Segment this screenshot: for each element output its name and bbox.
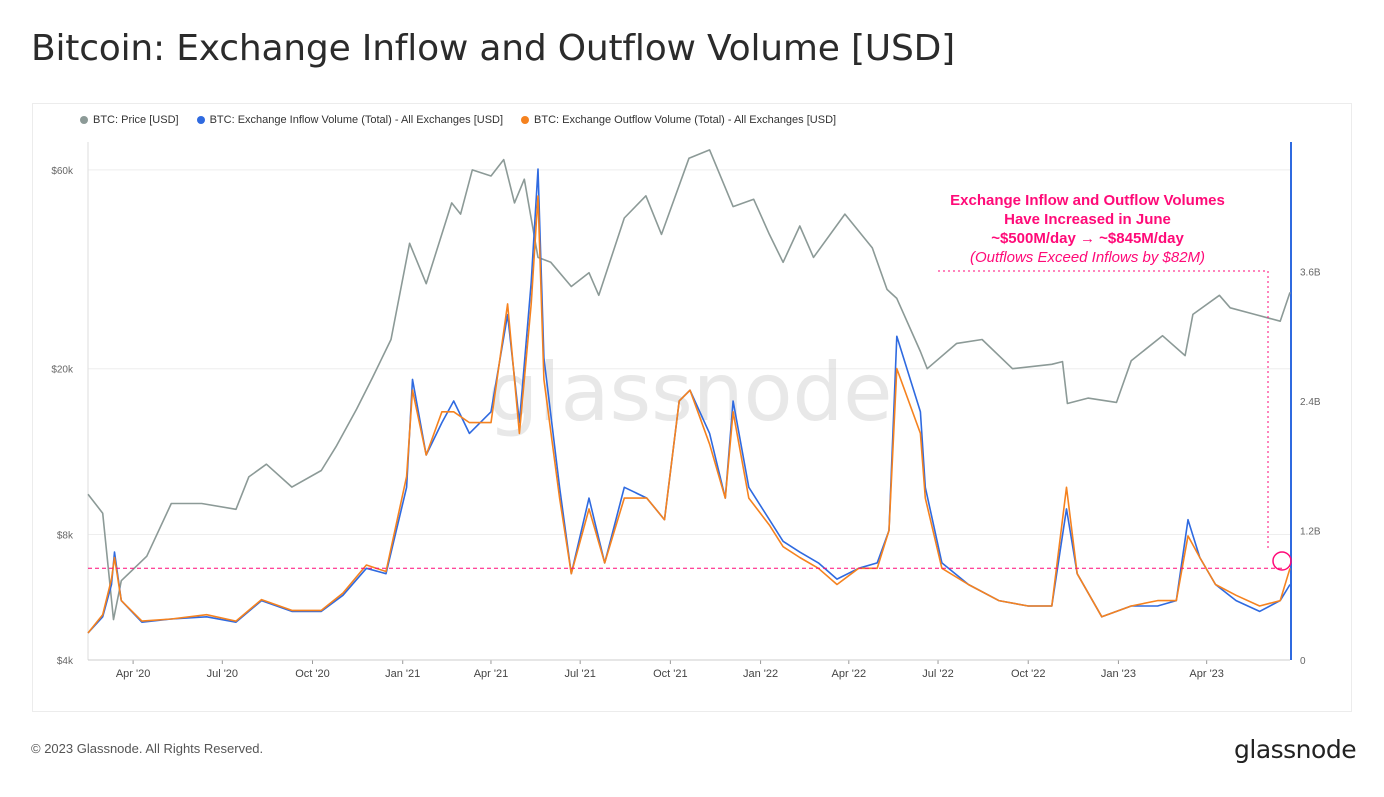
series-line-outflow <box>87 195 1291 634</box>
x-tick-label: Oct '21 <box>653 668 688 680</box>
annotation-line-3: ~$500M/day → ~$845M/day <box>991 230 1184 247</box>
x-tick-label: Jan '23 <box>1101 668 1136 680</box>
x-tick-label: Apr '20 <box>116 668 151 680</box>
legend-item-price[interactable]: BTC: Price [USD] <box>80 114 179 126</box>
copyright-text: © 2023 Glassnode. All Rights Reserved. <box>31 741 264 756</box>
x-tick-label: Jan '22 <box>743 668 778 680</box>
x-tick-label: Oct '20 <box>295 668 330 680</box>
chart-legend: BTC: Price [USD] BTC: Exchange Inflow Vo… <box>80 114 836 126</box>
x-tick-label: Jan '21 <box>385 668 420 680</box>
annotation-line-1: Exchange Inflow and Outflow Volumes <box>950 192 1225 209</box>
y-right-tick-label: 0 <box>1300 656 1306 667</box>
legend-label-price: BTC: Price [USD] <box>93 114 179 126</box>
x-tick-label: Apr '21 <box>474 668 509 680</box>
x-tick-label: Oct '22 <box>1011 668 1046 680</box>
annotation-box: Exchange Inflow and Outflow Volumes Have… <box>930 191 1245 267</box>
legend-item-inflow[interactable]: BTC: Exchange Inflow Volume (Total) - Al… <box>196 114 504 126</box>
page-title: Bitcoin: Exchange Inflow and Outflow Vol… <box>31 28 955 69</box>
annotation-line-4: (Outflows Exceed Inflows by $82M) <box>969 249 1206 266</box>
y-left-tick-label: $8k <box>57 531 74 542</box>
legend-label-inflow: BTC: Exchange Inflow Volume (Total) - Al… <box>209 114 504 126</box>
x-tick-label: Jul '22 <box>922 668 953 680</box>
x-tick-label: Apr '22 <box>832 668 867 680</box>
y-right-tick-label: 1.2B <box>1300 527 1321 538</box>
series-line-price <box>87 149 1291 621</box>
legend-dot-inflow <box>196 116 205 124</box>
x-tick-label: Jul '21 <box>564 668 595 680</box>
highlight-circle <box>1272 551 1292 571</box>
legend-label-outflow: BTC: Exchange Outflow Volume (Total) - A… <box>534 114 837 126</box>
annotation-line-2: Have Increased in June <box>1004 211 1171 228</box>
y-left-tick-label: $4k <box>57 656 74 667</box>
y-right-tick-label: 3.6B <box>1300 268 1321 279</box>
y-left-tick-label: $20k <box>51 365 74 376</box>
y-left-tick-label: $60k <box>51 166 74 177</box>
legend-item-outflow[interactable]: BTC: Exchange Outflow Volume (Total) - A… <box>521 114 836 126</box>
y-right-tick-label: 2.4B <box>1300 397 1321 408</box>
x-tick-label: Jul '20 <box>207 668 238 680</box>
legend-dot-price <box>80 116 88 124</box>
chart-card <box>32 103 1352 712</box>
legend-dot-outflow <box>521 116 530 124</box>
glassnode-logo: glassnode <box>1234 735 1357 764</box>
x-tick-label: Apr '23 <box>1189 668 1224 680</box>
